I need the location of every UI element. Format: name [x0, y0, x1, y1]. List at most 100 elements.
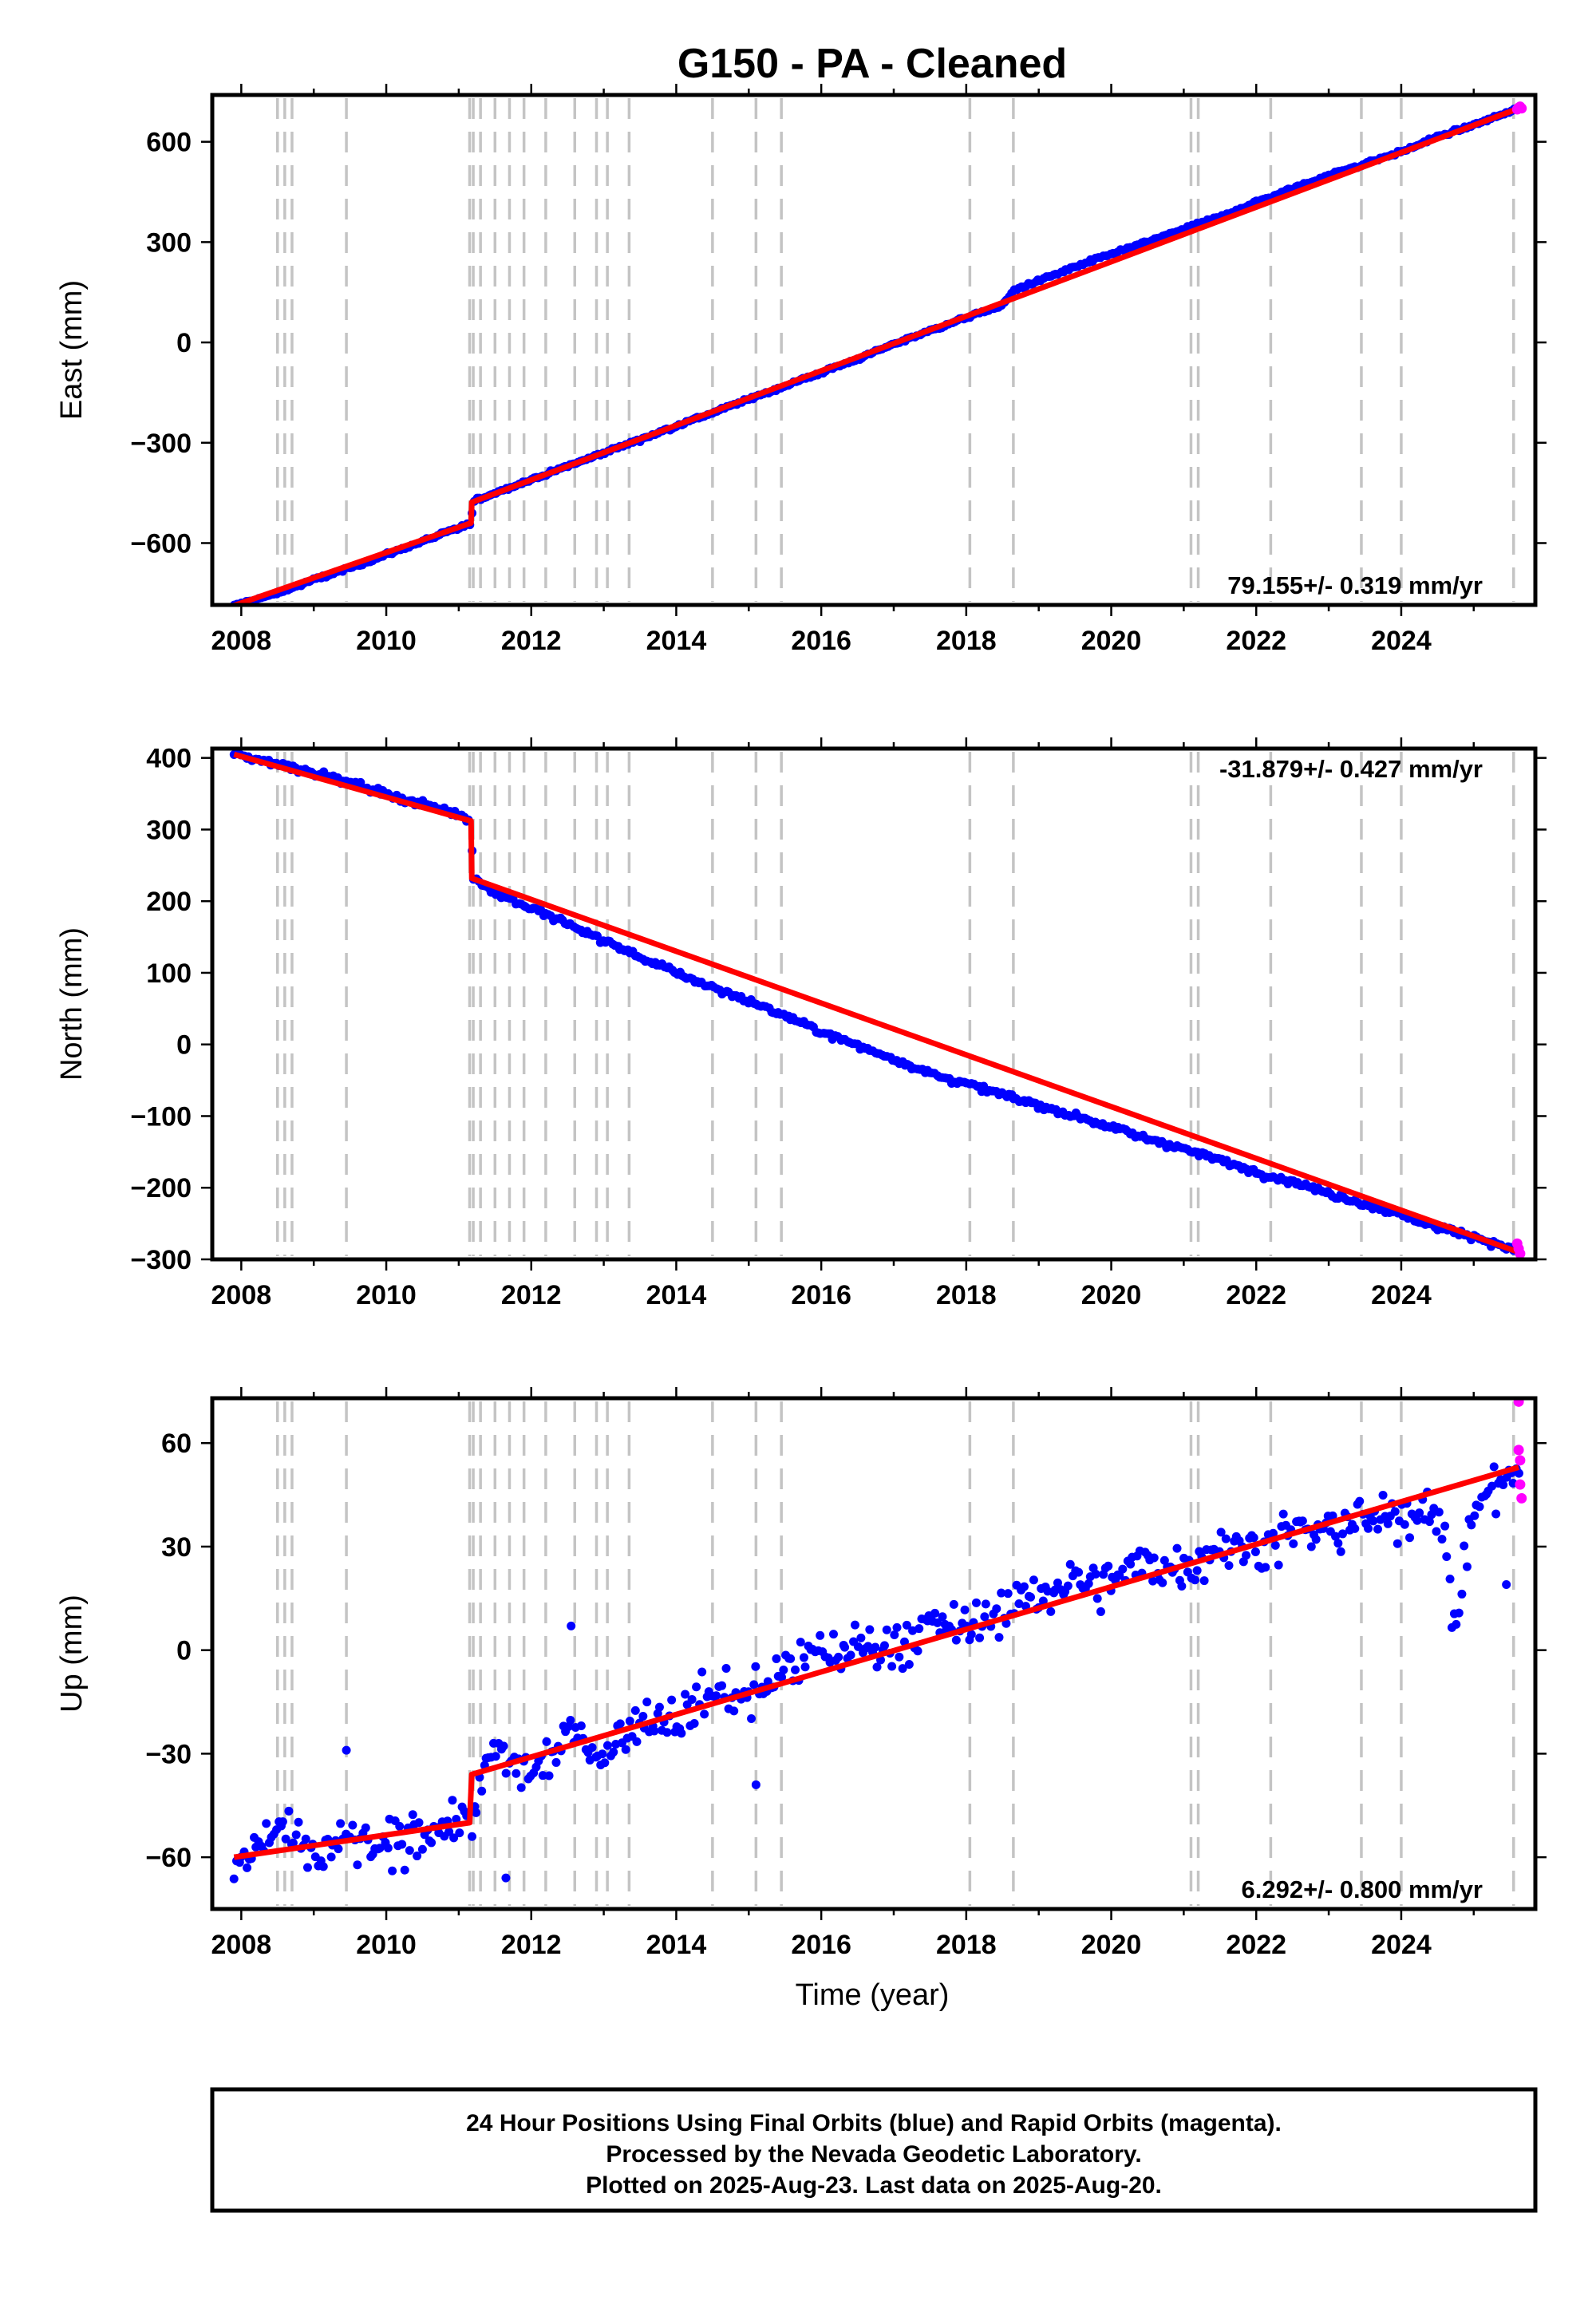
- up-final-point: [729, 1706, 739, 1716]
- up-final-point: [697, 1667, 707, 1677]
- up-final-point: [828, 1630, 838, 1639]
- up-final-point: [786, 1654, 796, 1663]
- up-final-point: [318, 1862, 328, 1871]
- up-final-outlier: [501, 1873, 511, 1883]
- up-final-point: [915, 1624, 924, 1634]
- up-final-point: [1440, 1521, 1450, 1531]
- up-final-point: [856, 1633, 866, 1642]
- up-final-outlier: [751, 1780, 760, 1789]
- up-final-point: [834, 1652, 843, 1662]
- east-x-tick-label: 2022: [1226, 626, 1286, 656]
- up-final-point: [1306, 1542, 1316, 1551]
- north-frame: [210, 746, 1538, 1262]
- up-data-layer: [229, 1398, 1527, 1883]
- up-final-point: [1470, 1511, 1479, 1520]
- up-final-point: [933, 1618, 942, 1627]
- up-final-point: [1148, 1576, 1158, 1586]
- up-final-point: [1014, 1599, 1024, 1608]
- up-final-point: [689, 1718, 699, 1728]
- up-frame: [210, 1396, 1538, 1911]
- north-rate-annotation: -31.879+/- 0.427 mm/yr: [1219, 755, 1483, 783]
- up-final-point: [1026, 1592, 1036, 1602]
- up-final-point: [887, 1662, 897, 1671]
- east-panel: 2008 2010 2012 2014 2016 2018 2020 2022 2024 600 3…: [55, 84, 1547, 656]
- up-final-point: [615, 1719, 625, 1729]
- up-final-point: [621, 1745, 630, 1754]
- up-final-point: [1400, 1520, 1409, 1529]
- up-final-point: [681, 1690, 690, 1699]
- up-final-point: [294, 1817, 303, 1827]
- north-x-tick-label: 2014: [646, 1280, 707, 1310]
- up-final-point: [1338, 1529, 1348, 1539]
- up-final-point: [779, 1666, 788, 1675]
- up-final-point: [501, 1769, 511, 1778]
- up-final-point: [1489, 1462, 1499, 1472]
- up-final-point: [980, 1612, 990, 1622]
- footer-line-processor: Processed by the Nevada Geodetic Laborat…: [606, 2141, 1141, 2168]
- up-final-point: [326, 1852, 336, 1862]
- up-final-point: [472, 1808, 481, 1817]
- up-final-point: [284, 1806, 294, 1816]
- up-final-point: [1289, 1539, 1298, 1548]
- up-final-point: [1053, 1578, 1062, 1587]
- up-final-point: [1177, 1582, 1187, 1591]
- up-final-point: [638, 1712, 648, 1721]
- up-final-point: [853, 1642, 863, 1651]
- up-final-point: [1001, 1618, 1011, 1628]
- up-x-tick-label: 2014: [646, 1930, 707, 1960]
- up-final-point: [1462, 1562, 1472, 1571]
- up-final-point: [1333, 1539, 1343, 1548]
- up-final-point: [1221, 1534, 1231, 1543]
- north-model-line: [233, 751, 1520, 1255]
- up-final-point: [846, 1650, 855, 1660]
- north-x-tick-label: 2024: [1371, 1280, 1432, 1310]
- up-final-point: [1424, 1517, 1434, 1527]
- up-final-point: [1172, 1543, 1182, 1553]
- north-x-tick-label: 2008: [211, 1280, 272, 1310]
- north-y-tick-label: −300: [130, 1245, 192, 1275]
- up-final-point: [301, 1834, 310, 1844]
- up-final-point: [667, 1695, 677, 1705]
- up-final-point: [353, 1860, 362, 1870]
- up-final-point: [994, 1633, 1004, 1642]
- up-final-point: [938, 1612, 947, 1622]
- up-final-point: [840, 1642, 850, 1652]
- up-final-point: [602, 1741, 612, 1750]
- up-final-point: [512, 1769, 521, 1778]
- footer-line-dates: Plotted on 2025-Aug-23. Last data on 202…: [586, 2172, 1162, 2199]
- up-y-axis-label: Up (mm): [55, 1595, 89, 1713]
- up-final-point: [262, 1819, 271, 1828]
- up-final-point: [902, 1620, 911, 1630]
- up-final-point: [598, 1749, 607, 1759]
- up-final-point: [388, 1866, 397, 1875]
- up-x-tick-label: 2010: [356, 1930, 417, 1960]
- up-final-point: [1378, 1490, 1388, 1500]
- north-y-tick-label: 400: [146, 744, 192, 774]
- up-final-point: [772, 1654, 781, 1663]
- up-final-point: [444, 1827, 454, 1836]
- up-final-point: [544, 1771, 554, 1780]
- up-final-point: [417, 1844, 427, 1854]
- up-final-point: [975, 1633, 985, 1642]
- up-final-point: [1091, 1569, 1100, 1579]
- up-final-point: [1158, 1578, 1167, 1587]
- up-final-point: [865, 1625, 875, 1634]
- up-final-point: [1278, 1509, 1288, 1519]
- up-rapid-point: [1513, 1445, 1524, 1456]
- up-final-point: [1029, 1575, 1038, 1585]
- footer-frame: [210, 2087, 1538, 2213]
- up-final-point: [551, 1757, 561, 1767]
- up-final-point: [1074, 1567, 1084, 1577]
- up-final-point: [863, 1642, 873, 1651]
- up-final-point: [448, 1796, 457, 1805]
- up-final-point: [348, 1820, 358, 1830]
- up-final-point: [1149, 1553, 1159, 1563]
- up-final-point: [1442, 1551, 1452, 1561]
- east-y-tick-label: −300: [130, 429, 192, 459]
- up-final-point: [951, 1635, 961, 1645]
- up-final-point: [1242, 1551, 1251, 1560]
- east-x-tick-label: 2014: [646, 626, 707, 656]
- up-final-point: [1445, 1575, 1455, 1584]
- up-rapid-point: [1515, 1479, 1526, 1490]
- up-final-point: [400, 1865, 409, 1875]
